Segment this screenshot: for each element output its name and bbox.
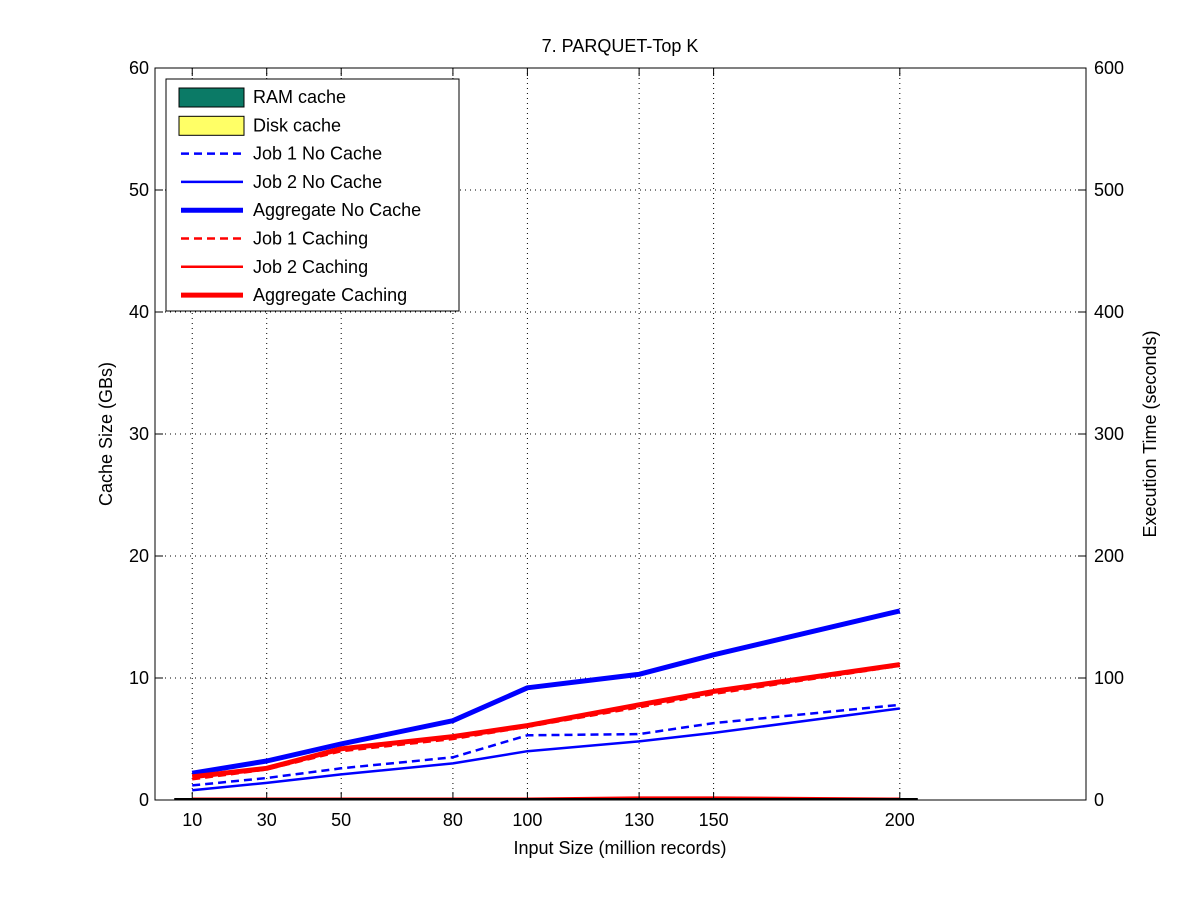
left-tick-label: 10	[129, 668, 149, 688]
legend-label-aggregate-caching: Aggregate Caching	[253, 285, 407, 305]
chart-title: 7. PARQUET-Top K	[542, 36, 699, 56]
right-tick-label: 200	[1094, 546, 1124, 566]
left-tick-label: 50	[129, 180, 149, 200]
series-line-aggregate-no-cache	[191, 608, 901, 776]
left-tick-label: 40	[129, 302, 149, 322]
left-tick-label: 30	[129, 424, 149, 444]
legend-label-job-2-no-cache: Job 2 No Cache	[253, 172, 382, 192]
x-tick-label: 150	[699, 810, 729, 830]
right-tick-label: 300	[1094, 424, 1124, 444]
series-line-job-1-no-cache	[192, 703, 900, 787]
legend-label-job-1-no-cache: Job 1 No Cache	[253, 144, 382, 164]
x-tick-label: 80	[443, 810, 463, 830]
left-tick-label: 0	[139, 790, 149, 810]
right-tick-label: 500	[1094, 180, 1124, 200]
right-tick-label: 400	[1094, 302, 1124, 322]
left-tick-label: 20	[129, 546, 149, 566]
legend-label-aggregate-no-cache: Aggregate No Cache	[253, 200, 421, 220]
legend: RAM cache Disk cache Job 1 No Cache Job 2 N…	[165, 78, 460, 312]
x-tick-label: 10	[182, 810, 202, 830]
right-tick-label: 600	[1094, 58, 1124, 78]
x-tick-label: 50	[331, 810, 351, 830]
x-tick-label: 130	[624, 810, 654, 830]
x-tick-label: 30	[257, 810, 277, 830]
x-axis-label: Input Size (million records)	[513, 838, 726, 858]
series-layer	[174, 608, 918, 801]
right-tick-label: 100	[1094, 668, 1124, 688]
left-tick-label: 60	[129, 58, 149, 78]
series-line-job-2-no-cache	[192, 707, 900, 792]
legend-label-ram-cache: RAM cache	[253, 87, 346, 107]
legend-label-job-1-caching: Job 1 Caching	[253, 229, 368, 249]
x-tick-label: 100	[512, 810, 542, 830]
ticks: 10 30 50 80 100 130 150 20001020304050600100200…	[129, 58, 1124, 830]
legend-swatch-ram-cache	[178, 87, 245, 108]
series-line-aggregate-caching	[191, 662, 901, 780]
grid	[155, 68, 1086, 800]
legend-swatch-disk-cache	[178, 115, 245, 136]
left-axis-label: Cache Size (GBs)	[96, 362, 116, 506]
right-tick-label: 0	[1094, 790, 1104, 810]
x-tick-label: 200	[885, 810, 915, 830]
right-axis-label: Execution Time (seconds)	[1140, 330, 1160, 537]
legend-label-disk-cache: Disk cache	[253, 115, 341, 135]
legend-label-job-2-caching: Job 2 Caching	[253, 257, 368, 277]
